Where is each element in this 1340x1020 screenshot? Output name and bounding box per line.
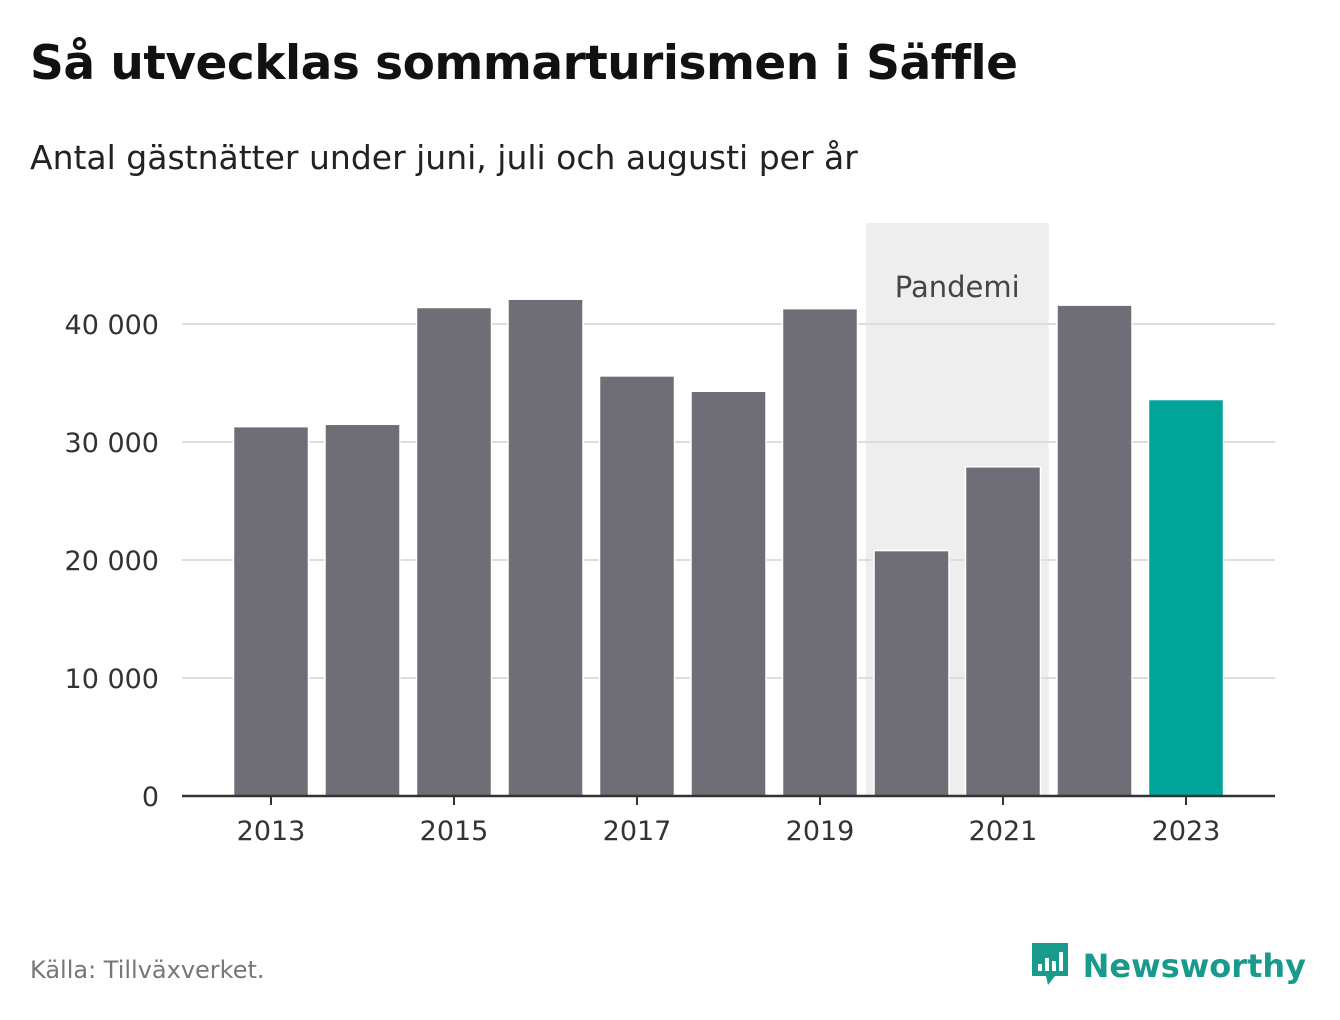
brand[interactable]: Newsworthy [1029,940,1306,992]
y-tick-label: 0 [142,782,159,813]
x-tick-label: 2015 [420,816,489,847]
bar-2018 [690,390,767,797]
brand-name: Newsworthy [1082,947,1306,985]
y-tick-label: 30 000 [65,428,159,459]
axis-layer: 2013 2015 2017 2019 2021 2023 [182,794,1275,847]
x-tick-label: 2021 [969,816,1038,847]
bar-2016 [507,298,584,797]
chart-title: Så utvecklas sommarturismen i Säffle [30,36,1018,91]
bar-2014 [324,423,401,797]
y-tick-label: 20 000 [65,546,159,577]
x-tick-label: 2019 [786,816,855,847]
bar-2017 [598,375,676,797]
chart-subtitle: Antal gästnätter under juni, juli och au… [30,138,858,177]
x-tick-label: 2017 [603,816,672,847]
annotation-label: Pandemi [895,270,1020,304]
bar-2023 [1147,398,1225,797]
bar-2013 [232,425,310,797]
bar-2022 [1056,304,1133,797]
bar-2020 [873,549,950,797]
source-note: Källa: Tillväxverket. [30,956,265,984]
bar-2019 [781,307,859,797]
bar-2015 [415,306,493,797]
newsworthy-logo-icon [1029,940,1071,992]
bars-layer [232,298,1225,797]
y-tick-label: 10 000 [65,664,159,695]
bar-2021 [964,466,1042,797]
x-tick-label: 2013 [237,816,306,847]
x-tick-label: 2023 [1152,816,1221,847]
y-tick-label: 40 000 [65,310,159,341]
